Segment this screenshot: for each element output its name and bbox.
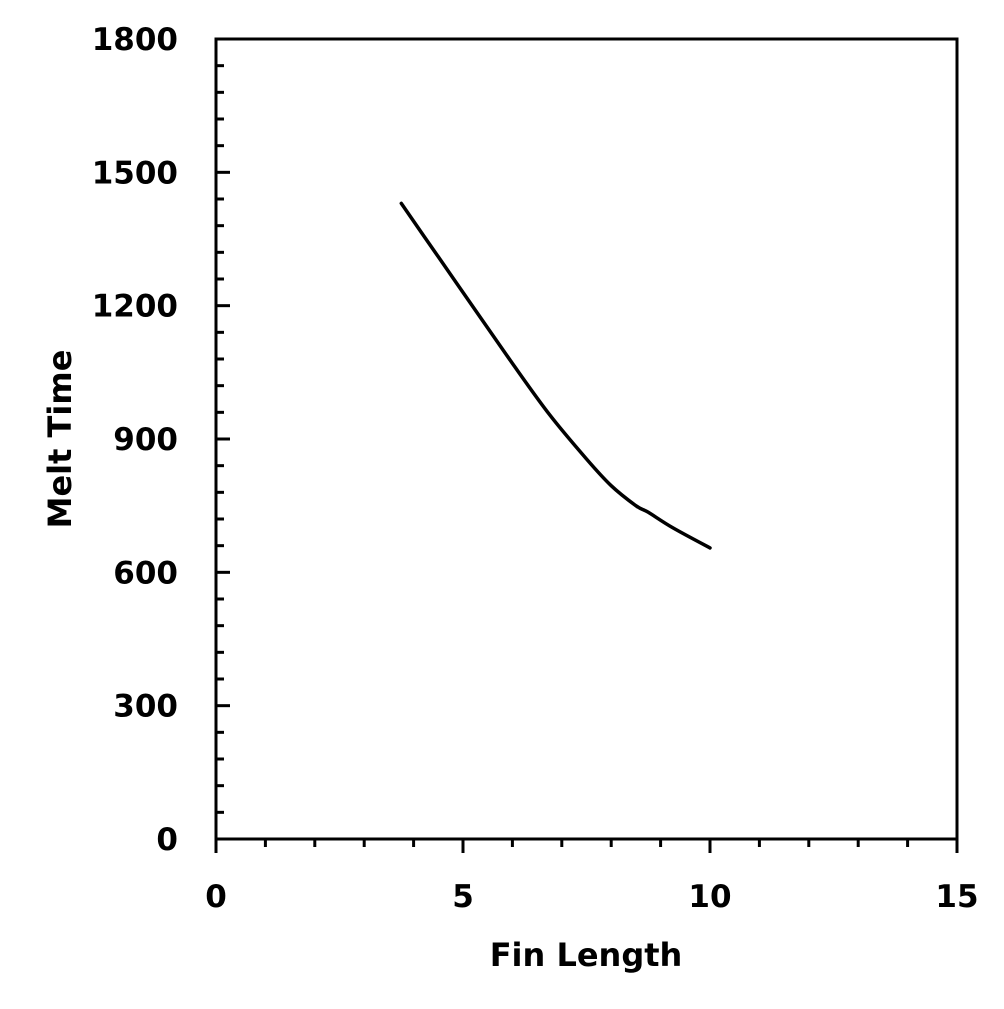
series-line: [399, 201, 712, 550]
x-tick-label: 10: [688, 879, 731, 915]
x-tick-label: 5: [452, 879, 474, 915]
x-tick-label: 15: [935, 879, 978, 915]
x-axis-title: Fin Length: [490, 936, 683, 974]
y-axis-title: Melt Time: [41, 350, 79, 529]
major-ticks: [214, 37, 959, 853]
x-tick-labels: 0 5 10 15: [205, 879, 978, 915]
minor-ticks: [216, 64, 910, 847]
x-tick-label: 0: [205, 879, 227, 915]
y-tick-label: 300: [113, 689, 178, 725]
series-layer: [399, 201, 712, 550]
y-tick-label: 900: [113, 422, 178, 458]
y-tick-label: 600: [113, 555, 178, 591]
y-tick-labels: 0 300 600 900 1200 1500 1800: [92, 22, 178, 858]
y-tick-label: 1200: [92, 289, 178, 325]
y-tick-label: 1800: [92, 22, 178, 58]
y-tick-label: 0: [156, 822, 178, 858]
plot-area-frame: [214, 37, 959, 841]
y-tick-label: 1500: [92, 155, 178, 191]
